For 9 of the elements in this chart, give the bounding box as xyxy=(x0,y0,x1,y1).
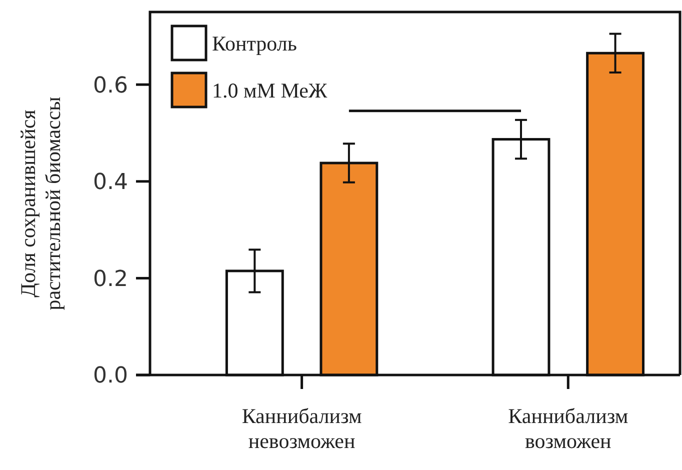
y-tick-label: 0.4 xyxy=(93,170,128,196)
legend-label: 1.0 мМ МеЖ xyxy=(212,78,328,102)
legend-label: Контроль xyxy=(212,31,297,56)
y-tick-label: 0.2 xyxy=(93,266,128,292)
x-tick-label: Каннибализм возможен xyxy=(508,404,628,453)
x-tick-label: Каннибализм невозможен xyxy=(242,404,362,453)
y-tick-label: 0.6 xyxy=(93,73,128,98)
y-axis-title: Доля сохранившейся растительной биомассы xyxy=(16,96,65,310)
y-tick-label: 0.0 xyxy=(93,364,128,389)
